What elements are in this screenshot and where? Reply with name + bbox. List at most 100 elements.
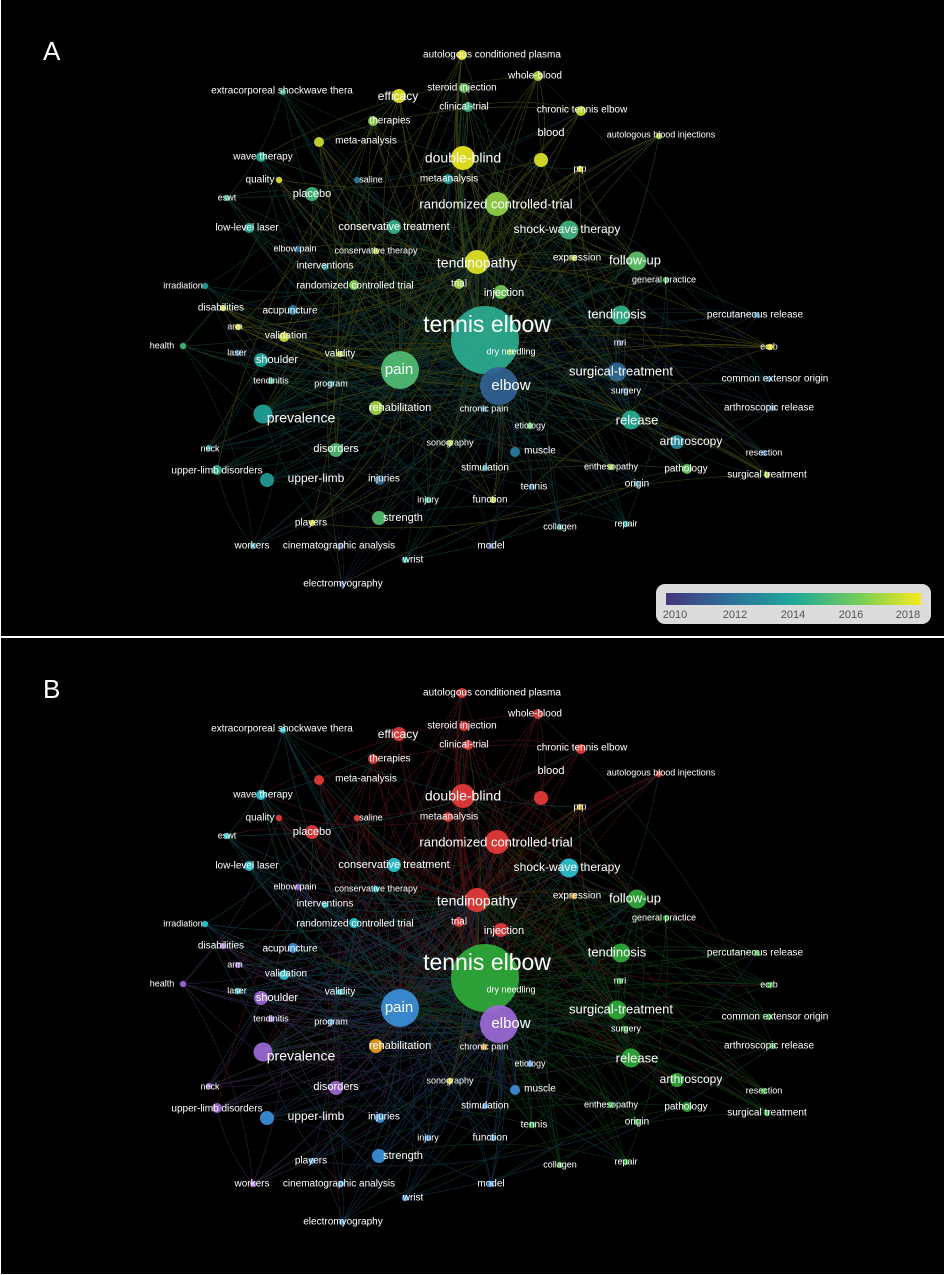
keyword-node[interactable] [368,116,378,126]
keyword-node[interactable] [627,251,647,271]
keyword-node[interactable] [443,174,453,184]
keyword-node[interactable] [443,812,453,822]
keyword-node[interactable] [446,439,454,447]
keyword-node[interactable] [368,754,378,764]
keyword-node[interactable] [424,1134,432,1142]
keyword-node[interactable] [655,770,663,778]
keyword-node[interactable] [576,744,586,754]
keyword-node[interactable] [760,1087,768,1095]
keyword-node[interactable] [179,342,187,350]
keyword-node[interactable] [260,1111,274,1125]
keyword-node[interactable] [337,1180,345,1188]
keyword-node[interactable] [627,889,647,909]
keyword-node[interactable] [401,556,409,564]
keyword-node[interactable] [494,285,508,299]
keyword-node[interactable] [451,784,475,808]
keyword-node[interactable] [463,740,473,750]
keyword-node[interactable] [279,88,287,96]
keyword-node[interactable] [616,339,624,347]
keyword-node[interactable] [424,496,432,504]
keyword-node[interactable] [533,709,543,719]
keyword-node[interactable] [576,106,586,116]
keyword-node[interactable] [485,192,509,216]
keyword-node[interactable] [387,858,401,872]
keyword-node[interactable] [349,280,359,290]
keyword-node[interactable] [622,1158,630,1166]
keyword-node[interactable] [528,1121,536,1129]
keyword-node[interactable] [760,449,768,457]
keyword-node[interactable] [253,1042,273,1062]
keyword-node[interactable] [465,250,489,274]
keyword-node[interactable] [337,542,345,550]
keyword-node[interactable] [763,1109,771,1117]
keyword-node[interactable] [314,775,324,785]
keyword-node[interactable] [459,721,469,731]
keyword-node[interactable] [223,832,231,840]
keyword-node[interactable] [621,387,629,395]
keyword-node[interactable] [321,263,329,271]
keyword-node[interactable] [314,137,324,147]
keyword-node[interactable] [381,351,419,389]
keyword-node[interactable] [305,825,319,839]
keyword-node[interactable] [327,1018,335,1026]
keyword-node[interactable] [480,405,488,413]
keyword-node[interactable] [267,1015,275,1023]
keyword-node[interactable] [769,404,777,412]
keyword-node[interactable] [769,1042,777,1050]
keyword-node[interactable] [279,970,289,980]
keyword-node[interactable] [480,1043,488,1051]
keyword-node[interactable] [321,901,329,909]
keyword-node[interactable] [576,165,584,173]
keyword-node[interactable] [480,1005,518,1043]
keyword-node[interactable] [481,1102,489,1110]
keyword-node[interactable] [753,311,761,319]
keyword-node[interactable] [451,306,519,374]
keyword-node[interactable] [234,349,242,357]
keyword-node[interactable] [457,50,467,60]
keyword-node[interactable] [349,918,359,928]
keyword-node[interactable] [616,977,624,985]
keyword-node[interactable] [353,814,361,822]
keyword-node[interactable] [329,1081,343,1095]
keyword-node[interactable] [682,464,692,474]
keyword-node[interactable] [480,367,518,405]
keyword-node[interactable] [559,220,579,240]
keyword-node[interactable] [611,305,631,325]
keyword-node[interactable] [256,790,266,800]
keyword-node[interactable] [338,1218,346,1226]
keyword-node[interactable] [327,380,335,388]
keyword-node[interactable] [372,247,380,255]
keyword-node[interactable] [510,1085,520,1095]
keyword-node[interactable] [219,304,227,312]
keyword-node[interactable] [576,803,584,811]
keyword-node[interactable] [489,1134,497,1142]
keyword-node[interactable] [279,726,287,734]
keyword-node[interactable] [621,1048,641,1068]
keyword-node[interactable] [279,332,289,342]
keyword-node[interactable] [369,1039,383,1053]
keyword-node[interactable] [621,1025,629,1033]
keyword-node[interactable] [534,791,548,805]
keyword-node[interactable] [465,888,489,912]
keyword-node[interactable] [570,254,578,262]
keyword-node[interactable] [662,914,670,922]
keyword-node[interactable] [212,1103,222,1113]
keyword-node[interactable] [244,861,254,871]
keyword-node[interactable] [670,1073,684,1087]
keyword-node[interactable] [607,1000,627,1020]
keyword-node[interactable] [254,353,268,367]
keyword-node[interactable] [607,463,615,471]
keyword-node[interactable] [633,1118,641,1126]
keyword-node[interactable] [387,220,401,234]
keyword-node[interactable] [487,1180,495,1188]
keyword-node[interactable] [766,343,774,351]
keyword-node[interactable] [533,71,543,81]
keyword-node[interactable] [329,443,343,457]
keyword-node[interactable] [275,814,283,822]
keyword-node[interactable] [249,1180,257,1188]
keyword-node[interactable] [766,981,774,989]
keyword-node[interactable] [526,1060,534,1068]
keyword-node[interactable] [369,401,383,415]
keyword-node[interactable] [454,279,464,289]
keyword-node[interactable] [401,1194,409,1202]
